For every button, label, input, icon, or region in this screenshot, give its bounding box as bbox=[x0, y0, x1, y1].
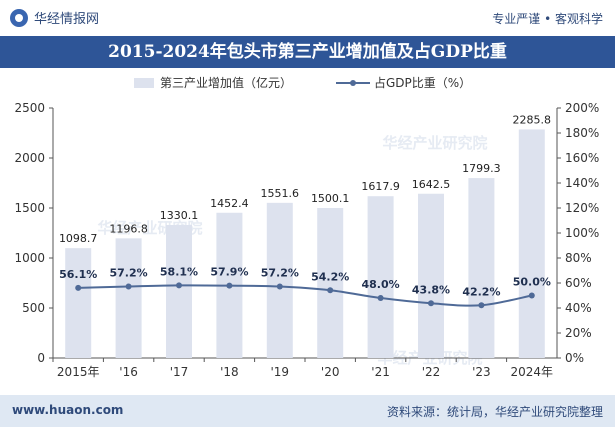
watermark-text: 华经产业研究院 bbox=[382, 134, 487, 152]
bar-series bbox=[65, 129, 545, 358]
bar-value-label: 1500.1 bbox=[311, 192, 350, 205]
y-right-tick-label: 100% bbox=[565, 226, 599, 240]
x-tick-label: '19 bbox=[271, 365, 290, 379]
top-bar: 华经情报网 专业严谨 • 客观科学 bbox=[0, 0, 615, 36]
brand[interactable]: 华经情报网 bbox=[10, 8, 99, 27]
line-point bbox=[125, 283, 132, 290]
x-tick-label: 2015年 bbox=[57, 365, 100, 379]
line-value-label: 57.9% bbox=[210, 266, 248, 279]
y-left-tick-label: 1000 bbox=[14, 251, 45, 265]
y-left-tick-label: 0 bbox=[37, 351, 45, 365]
y-left-tick-label: 2500 bbox=[14, 101, 45, 115]
line-point bbox=[478, 302, 485, 309]
tagline: 专业严谨 • 客观科学 bbox=[492, 12, 603, 26]
bar-value-label: 1551.6 bbox=[261, 187, 300, 200]
line-series bbox=[75, 282, 535, 309]
y-right-tick-label: 180% bbox=[565, 126, 599, 140]
x-tick-label: '22 bbox=[422, 365, 441, 379]
y-right-tick-label: 80% bbox=[565, 251, 592, 265]
line-value-label: 50.0% bbox=[513, 276, 551, 289]
legend: 第三产业增加值（亿元） 占GDP比重（%） bbox=[134, 75, 471, 90]
bar bbox=[266, 202, 293, 358]
bar bbox=[317, 207, 344, 358]
chart: 华经产业研究院华经产业研究院华经产业研究院 第三产业增加值（亿元） 占GDP比重（… bbox=[14, 75, 599, 379]
bar bbox=[115, 238, 142, 358]
bar bbox=[166, 224, 192, 358]
line-point bbox=[428, 300, 434, 307]
y-right-tick-label: 160% bbox=[565, 151, 599, 165]
chart-title: 2015-2024年包头市第三产业增加值及占GDP比重 bbox=[0, 36, 615, 68]
line-point bbox=[276, 283, 283, 290]
axes: 0 500 1000 1500 2000 2500 0% 20% 40% 60% 80% 100% 12… bbox=[14, 101, 599, 379]
bar bbox=[367, 196, 394, 358]
bar bbox=[518, 129, 545, 358]
line-value-label: 58.1% bbox=[160, 265, 198, 278]
y-left-tick-label: 500 bbox=[22, 301, 45, 315]
y-left-tick-label: 1500 bbox=[14, 201, 45, 215]
bar-value-label: 2285.8 bbox=[513, 113, 552, 126]
line-point bbox=[176, 282, 182, 289]
x-tick-label: '17 bbox=[170, 365, 189, 379]
line-value-label: 43.8% bbox=[412, 283, 450, 296]
x-tick-label: '18 bbox=[220, 365, 239, 379]
data-labels: 1098.7 1196.8 1330.1 1452.4 1551.6 1500.1 1617… bbox=[59, 113, 551, 298]
bar bbox=[468, 178, 495, 358]
x-tick-label: '21 bbox=[371, 365, 390, 379]
bar-value-label: 1098.7 bbox=[59, 232, 98, 245]
line-point bbox=[327, 287, 334, 294]
legend-line-marker bbox=[350, 80, 356, 86]
footer: www.huaon.com 资料来源：统计局，华经产业研究院整理 bbox=[0, 395, 615, 427]
y-left-tick-label: 2000 bbox=[14, 151, 45, 165]
y-right-tick-label: 40% bbox=[565, 301, 592, 315]
bar-value-label: 1617.9 bbox=[361, 180, 400, 193]
legend-bar-label: 第三产业增加值（亿元） bbox=[160, 75, 292, 90]
line-value-label: 57.2% bbox=[261, 267, 299, 280]
line-value-label: 54.2% bbox=[311, 270, 349, 283]
x-tick-label: '20 bbox=[321, 365, 340, 379]
line-value-label: 42.2% bbox=[462, 285, 500, 298]
website-link[interactable]: www.huaon.com bbox=[12, 403, 124, 417]
legend-bar-swatch bbox=[134, 78, 154, 88]
bar-value-label: 1642.5 bbox=[412, 178, 451, 191]
line-value-label: 57.2% bbox=[110, 267, 148, 280]
x-tick-label: '23 bbox=[472, 365, 491, 379]
line-point bbox=[528, 292, 535, 299]
legend-line-label: 占GDP比重（%） bbox=[374, 75, 471, 90]
line-value-label: 56.1% bbox=[59, 268, 97, 281]
source-note: 资料来源：统计局，华经产业研究院整理 bbox=[386, 405, 603, 419]
bar-value-label: 1330.1 bbox=[160, 209, 199, 222]
bar-value-label: 1799.3 bbox=[462, 162, 501, 175]
bar-value-label: 1452.4 bbox=[210, 197, 249, 210]
share-line bbox=[78, 284, 532, 307]
bar bbox=[418, 193, 444, 358]
y-right-tick-label: 200% bbox=[565, 101, 599, 115]
bar bbox=[65, 248, 92, 358]
y-right-tick-label: 20% bbox=[565, 326, 592, 340]
y-right-tick-label: 0% bbox=[565, 351, 584, 365]
brand-name: 华经情报网 bbox=[34, 12, 100, 27]
line-point bbox=[226, 282, 233, 289]
line-point bbox=[75, 284, 82, 291]
y-right-tick-label: 60% bbox=[565, 276, 592, 290]
bar-value-label: 1196.8 bbox=[109, 222, 148, 235]
line-point bbox=[377, 295, 384, 301]
y-right-tick-label: 120% bbox=[565, 201, 599, 215]
y-right-tick-label: 140% bbox=[565, 176, 599, 190]
x-tick-label: 2024年 bbox=[511, 365, 554, 379]
logo-icon bbox=[10, 8, 28, 27]
x-tick-label: '16 bbox=[119, 365, 138, 379]
line-value-label: 48.0% bbox=[362, 278, 400, 291]
watermark-layer: 华经产业研究院华经产业研究院华经产业研究院 bbox=[97, 134, 487, 367]
